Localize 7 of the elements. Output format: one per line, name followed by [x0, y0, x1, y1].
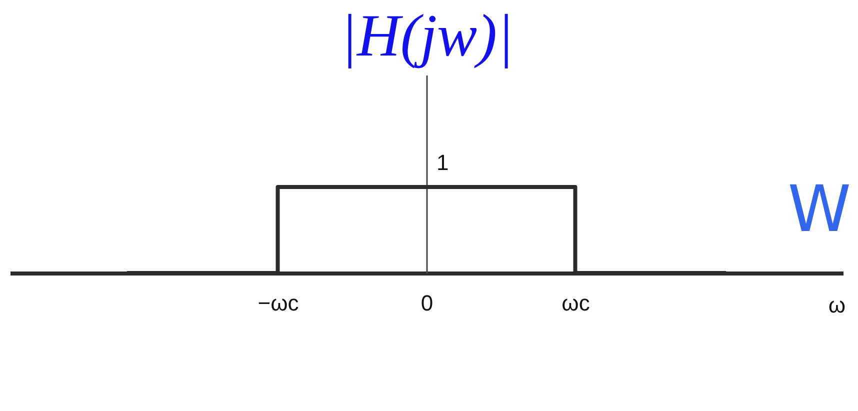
y-axis-title: |H(jw)|	[340, 2, 514, 68]
annotation: 1	[436, 150, 449, 175]
x-axis-title: ω	[828, 292, 846, 318]
annotation: W	[788, 173, 851, 247]
x-tick-label: ωc	[562, 290, 590, 316]
x-tick-label: 0	[420, 290, 434, 316]
x-tick-label: −ωc	[258, 290, 299, 316]
